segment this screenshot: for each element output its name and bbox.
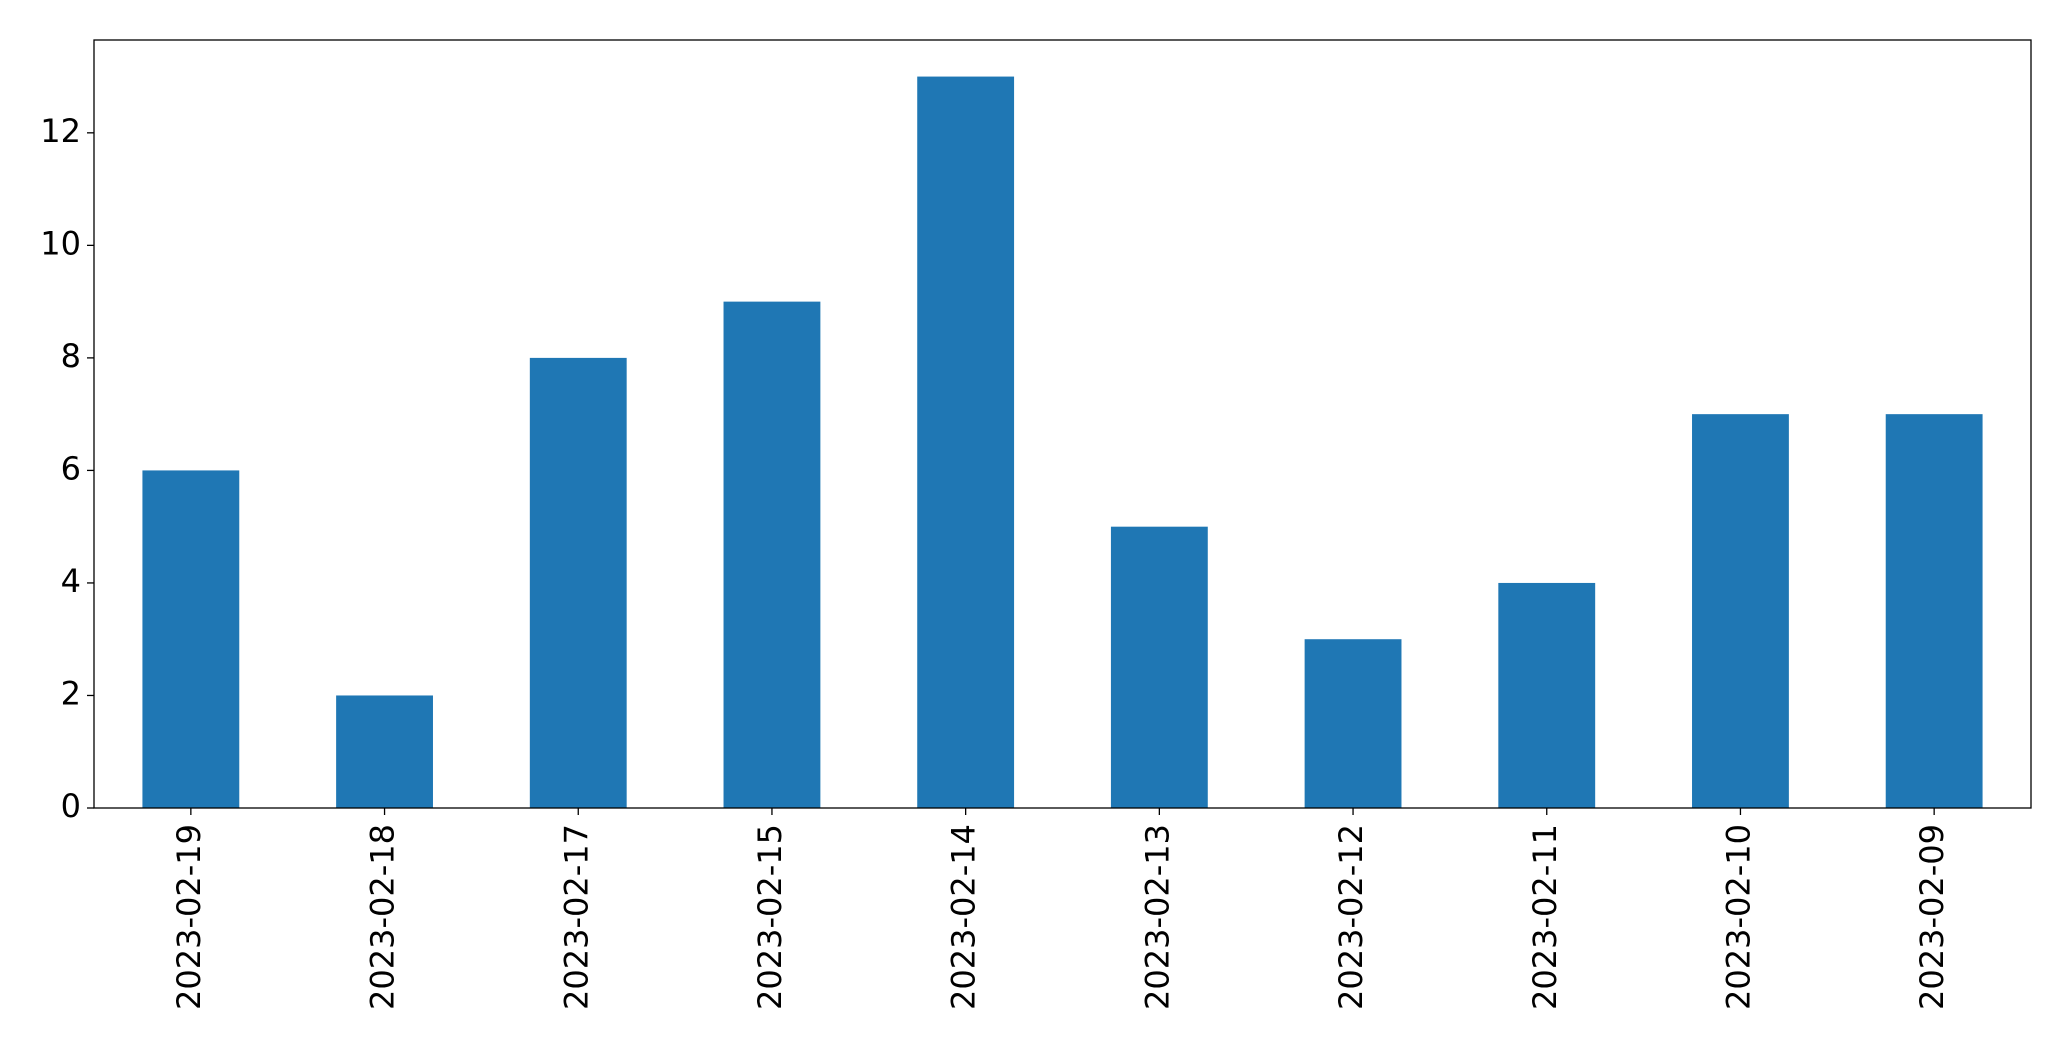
bar [917,76,1015,809]
plot-frame [93,39,2032,809]
bar [336,695,433,808]
bar [1885,414,1983,808]
bar [1498,582,1596,808]
bar [1692,414,1789,808]
x-tick-label: 2023-02-09 [1913,824,1951,1010]
x-tick-label: 2023-02-13 [1138,824,1176,1010]
y-tick-label: 2 [61,674,81,712]
y-tick-label: 12 [40,112,81,150]
x-tick-label: 2023-02-12 [1332,824,1370,1010]
bar [142,470,240,808]
y-tick-label: 10 [40,224,81,262]
x-tick-label: 2023-02-10 [1719,824,1757,1010]
x-tick-label: 2023-02-14 [945,824,983,1010]
y-tick-label: 4 [61,562,81,600]
x-tick-label: 2023-02-15 [751,824,789,1010]
x-tick-label: 2023-02-18 [364,824,402,1010]
y-tick-label: 6 [61,449,81,487]
bar [529,357,627,808]
x-tick-label: 2023-02-19 [170,824,208,1010]
x-tick-label: 2023-02-17 [557,824,595,1010]
y-tick-label: 0 [61,787,81,825]
y-tick-label: 8 [61,337,81,375]
bar [723,301,821,808]
bar [1110,526,1208,808]
bar [1304,639,1402,808]
x-tick-label: 2023-02-11 [1526,824,1564,1010]
